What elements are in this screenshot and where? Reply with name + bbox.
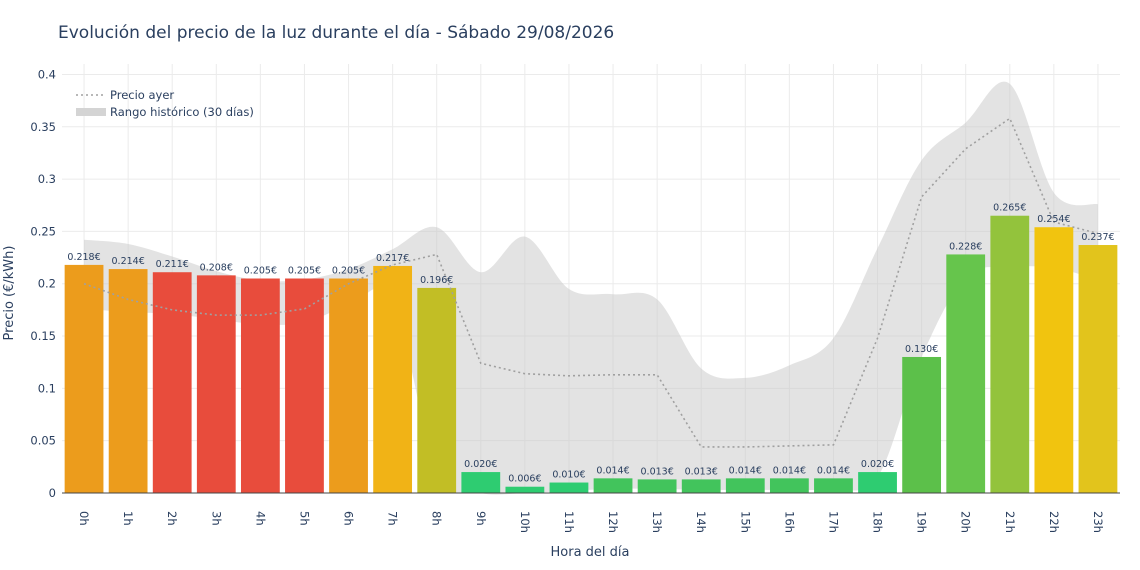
bar-value-label: 0.014€ bbox=[596, 465, 629, 476]
x-tick-label: 13h bbox=[650, 511, 664, 533]
bar-16h[interactable] bbox=[769, 478, 809, 493]
historical-range-band-layer bbox=[84, 81, 1098, 495]
bar-value-label: 0.237€ bbox=[1081, 232, 1114, 243]
x-tick-label: 10h bbox=[518, 511, 532, 533]
legend: Precio ayer Rango histórico (30 días) bbox=[76, 88, 254, 119]
x-tick-label: 8h bbox=[430, 511, 444, 526]
x-tick-label: 21h bbox=[1003, 511, 1017, 533]
bar-value-label: 0.010€ bbox=[552, 470, 585, 481]
bar-value-label: 0.196€ bbox=[420, 275, 453, 286]
y-tick-label: 0.1 bbox=[38, 381, 56, 395]
bar-5h[interactable] bbox=[285, 278, 324, 494]
x-tick-label: 15h bbox=[738, 511, 752, 533]
y-tick-label: 0.2 bbox=[38, 277, 56, 291]
bar-18h[interactable] bbox=[858, 472, 897, 493]
bar-14h[interactable] bbox=[681, 479, 721, 493]
x-tick-label: 9h bbox=[474, 511, 488, 526]
bar-value-label: 0.265€ bbox=[993, 203, 1026, 214]
bar-value-label: 0.013€ bbox=[641, 466, 674, 477]
chart-title: Evolución del precio de la luz durante e… bbox=[58, 23, 614, 43]
bar-value-label: 0.214€ bbox=[112, 256, 145, 267]
bar-9h[interactable] bbox=[461, 472, 501, 493]
bar-1h[interactable] bbox=[108, 269, 148, 493]
y-tick-label: 0.05 bbox=[30, 434, 56, 448]
axis-layer: 0 0.05 0.1 0.15 0.2 0.25 0.3 0.35 0.4 0h 1h 2h 3h 4h 5… bbox=[30, 67, 1120, 533]
bar-value-label: 0.217€ bbox=[376, 253, 409, 264]
bar-3h[interactable] bbox=[196, 275, 236, 493]
bar-12h[interactable] bbox=[593, 478, 633, 493]
bar-7h[interactable] bbox=[373, 265, 413, 493]
y-tick-label: 0.15 bbox=[30, 329, 56, 343]
x-axis-title: Hora del día bbox=[551, 545, 630, 560]
x-tick-label: 4h bbox=[253, 511, 267, 526]
y-axis-title: Precio (€/kWh) bbox=[2, 246, 17, 341]
y-tick-label: 0.35 bbox=[30, 120, 56, 134]
bar-value-label: 0.228€ bbox=[949, 241, 982, 252]
y-tick-label: 0.4 bbox=[38, 67, 56, 81]
bar-23h[interactable] bbox=[1078, 245, 1118, 493]
bar-value-label: 0.205€ bbox=[288, 266, 321, 277]
bar-value-label: 0.020€ bbox=[464, 459, 497, 470]
x-tick-label: 19h bbox=[915, 511, 929, 533]
x-tick-label: 3h bbox=[209, 511, 223, 526]
x-tick-label: 17h bbox=[826, 511, 840, 533]
bar-value-label: 0.208€ bbox=[200, 262, 233, 273]
bar-11h[interactable] bbox=[549, 482, 589, 493]
bar-value-label: 0.014€ bbox=[817, 465, 850, 476]
x-tick-label: 14h bbox=[694, 511, 708, 533]
bar-17h[interactable] bbox=[814, 478, 853, 493]
x-tick-label: 12h bbox=[606, 511, 620, 533]
x-tick-label: 6h bbox=[342, 511, 356, 526]
y-tick-label: 0.3 bbox=[38, 172, 56, 186]
bar-6h[interactable] bbox=[329, 278, 368, 494]
bar-2h[interactable] bbox=[152, 272, 192, 493]
bar-22h[interactable] bbox=[1034, 227, 1074, 494]
bar-4h[interactable] bbox=[240, 278, 280, 494]
bar-value-label: 0.130€ bbox=[905, 344, 938, 355]
bar-value-label: 0.014€ bbox=[729, 465, 762, 476]
bar-0h[interactable] bbox=[64, 264, 104, 493]
x-tick-label: 2h bbox=[165, 511, 179, 526]
x-tick-label: 22h bbox=[1047, 511, 1061, 533]
bar-layer bbox=[64, 215, 1118, 494]
y-tick-label: 0 bbox=[49, 486, 56, 500]
bar-21h[interactable] bbox=[990, 215, 1030, 493]
x-tick-label: 20h bbox=[959, 511, 973, 533]
x-tick-label: 11h bbox=[562, 511, 576, 533]
bar-19h[interactable] bbox=[902, 356, 942, 493]
bar-15h[interactable] bbox=[725, 478, 765, 493]
yesterday-price-line-layer bbox=[83, 117, 1099, 448]
bar-value-label: 0.006€ bbox=[508, 474, 541, 485]
bar-value-label: 0.014€ bbox=[773, 465, 806, 476]
x-tick-label: 0h bbox=[77, 511, 91, 526]
bar-value-label: 0.013€ bbox=[685, 466, 718, 477]
bar-13h[interactable] bbox=[637, 479, 677, 493]
x-tick-label: 7h bbox=[386, 511, 400, 526]
bar-value-label: 0.020€ bbox=[861, 459, 894, 470]
bar-value-label: 0.218€ bbox=[67, 252, 100, 263]
bar-label-layer: 0.218€ 0.214€ 0.211€ 0.208€ 0.205€ 0.205€ 0.20… bbox=[67, 203, 1114, 485]
legend-yesterday-label: Precio ayer bbox=[110, 88, 174, 102]
x-tick-label: 1h bbox=[121, 511, 135, 526]
legend-range-label: Rango histórico (30 días) bbox=[110, 105, 254, 119]
bar-10h[interactable] bbox=[505, 486, 545, 493]
x-tick-label: 5h bbox=[297, 511, 311, 526]
x-tick-label: 16h bbox=[782, 511, 796, 533]
bar-8h[interactable] bbox=[417, 287, 457, 493]
x-tick-label: 23h bbox=[1091, 511, 1105, 533]
historical-range-band bbox=[84, 81, 1098, 495]
bar-value-label: 0.211€ bbox=[156, 259, 189, 270]
bar-value-label: 0.254€ bbox=[1037, 214, 1070, 225]
bar-value-label: 0.205€ bbox=[332, 266, 365, 277]
x-tick-label: 18h bbox=[871, 511, 885, 533]
bar-value-label: 0.205€ bbox=[244, 266, 277, 277]
bar-20h[interactable] bbox=[946, 254, 986, 493]
y-tick-label: 0.25 bbox=[30, 224, 56, 238]
yesterday-price-line bbox=[83, 117, 1099, 448]
legend-range-swatch bbox=[76, 108, 106, 116]
